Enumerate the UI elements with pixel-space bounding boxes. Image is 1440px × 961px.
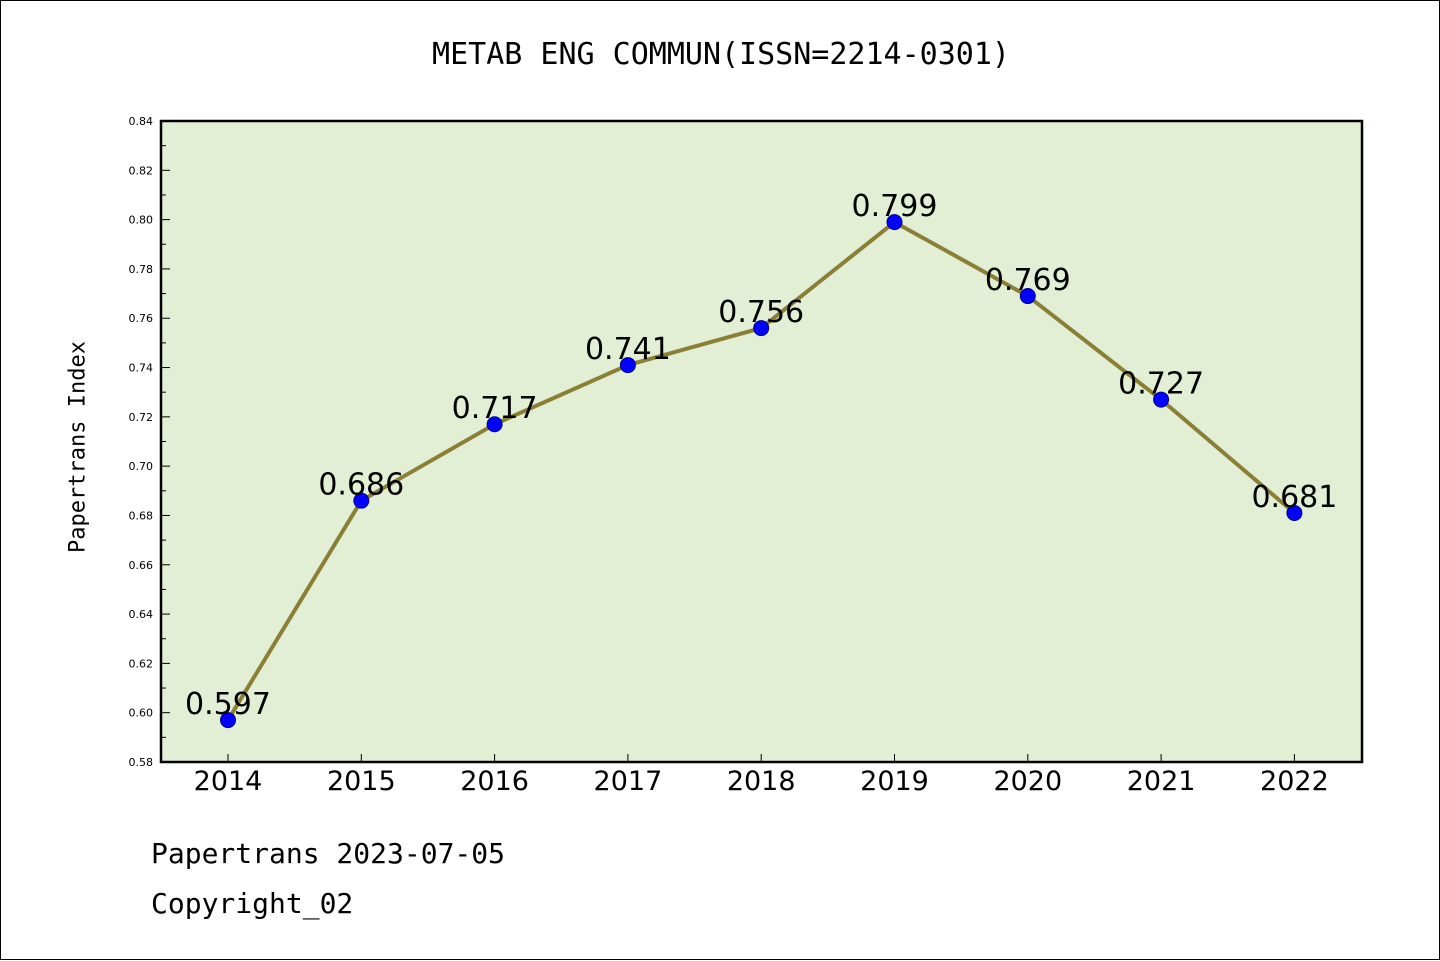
data-label: 0.799 [852, 189, 938, 224]
data-point [1286, 504, 1303, 521]
y-tick-label: 0.68 [129, 509, 154, 522]
y-tick-label: 0.74 [129, 362, 154, 375]
chart-title: METAB ENG COMMUN(ISSN=2214-0301) [432, 37, 1010, 72]
y-tick-label: 0.64 [129, 608, 154, 621]
data-label: 0.681 [1251, 480, 1337, 515]
x-tick-label: 2022 [1260, 766, 1329, 797]
data-point [886, 214, 903, 231]
x-tick-label: 2021 [1127, 766, 1196, 797]
x-tick-label: 2019 [860, 766, 929, 797]
y-tick-label: 0.84 [129, 115, 154, 128]
y-tick-label: 0.70 [129, 460, 154, 473]
data-point [486, 416, 503, 433]
data-label: 0.686 [318, 468, 404, 503]
data-label: 0.727 [1118, 367, 1204, 402]
y-tick-label: 0.58 [129, 756, 154, 769]
data-point [619, 357, 636, 374]
y-tick-label: 0.82 [129, 164, 154, 177]
plot-area [161, 121, 1362, 762]
y-tick-label: 0.80 [129, 214, 154, 227]
data-point [1153, 391, 1170, 408]
x-tick-label: 2017 [594, 766, 663, 797]
footer-copyright: Copyright_02 [151, 887, 354, 920]
data-point [1019, 288, 1036, 305]
data-point [220, 712, 236, 729]
y-tick-label: 0.78 [129, 263, 154, 276]
y-tick-label: 0.62 [129, 657, 154, 670]
footer-date: Papertrans 2023-07-05 [151, 837, 506, 870]
y-tick-label: 0.66 [129, 559, 154, 572]
x-tick-label: 2020 [993, 766, 1062, 797]
data-label: 0.756 [718, 295, 804, 330]
data-label: 0.741 [585, 332, 671, 367]
x-tick-label: 2016 [460, 766, 529, 797]
data-label: 0.769 [985, 263, 1071, 298]
y-tick-label: 0.60 [129, 707, 154, 720]
x-tick-label: 2018 [727, 766, 796, 797]
data-label: 0.597 [185, 687, 271, 722]
data-label: 0.717 [452, 391, 538, 426]
x-tick-label: 2014 [194, 766, 263, 797]
x-tick-label: 2015 [327, 766, 396, 797]
data-point [353, 492, 370, 509]
y-tick-label: 0.72 [129, 411, 154, 424]
y-tick-label: 0.76 [129, 312, 154, 325]
data-point [753, 320, 770, 337]
